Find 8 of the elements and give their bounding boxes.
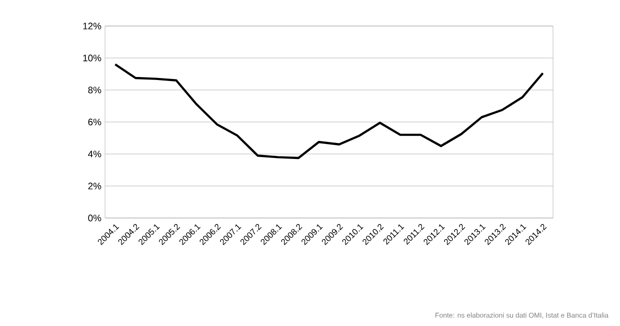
y-tick-label: 10% xyxy=(83,54,102,62)
y-tick-label: 4% xyxy=(88,150,102,158)
y-tick-label: 12% xyxy=(83,22,102,30)
y-tick-label: 8% xyxy=(88,86,102,94)
y-tick-label: 2% xyxy=(88,182,102,190)
y-tick-label: 0% xyxy=(88,214,102,222)
line-series xyxy=(114,63,544,160)
y-tick-label: 6% xyxy=(88,118,102,126)
